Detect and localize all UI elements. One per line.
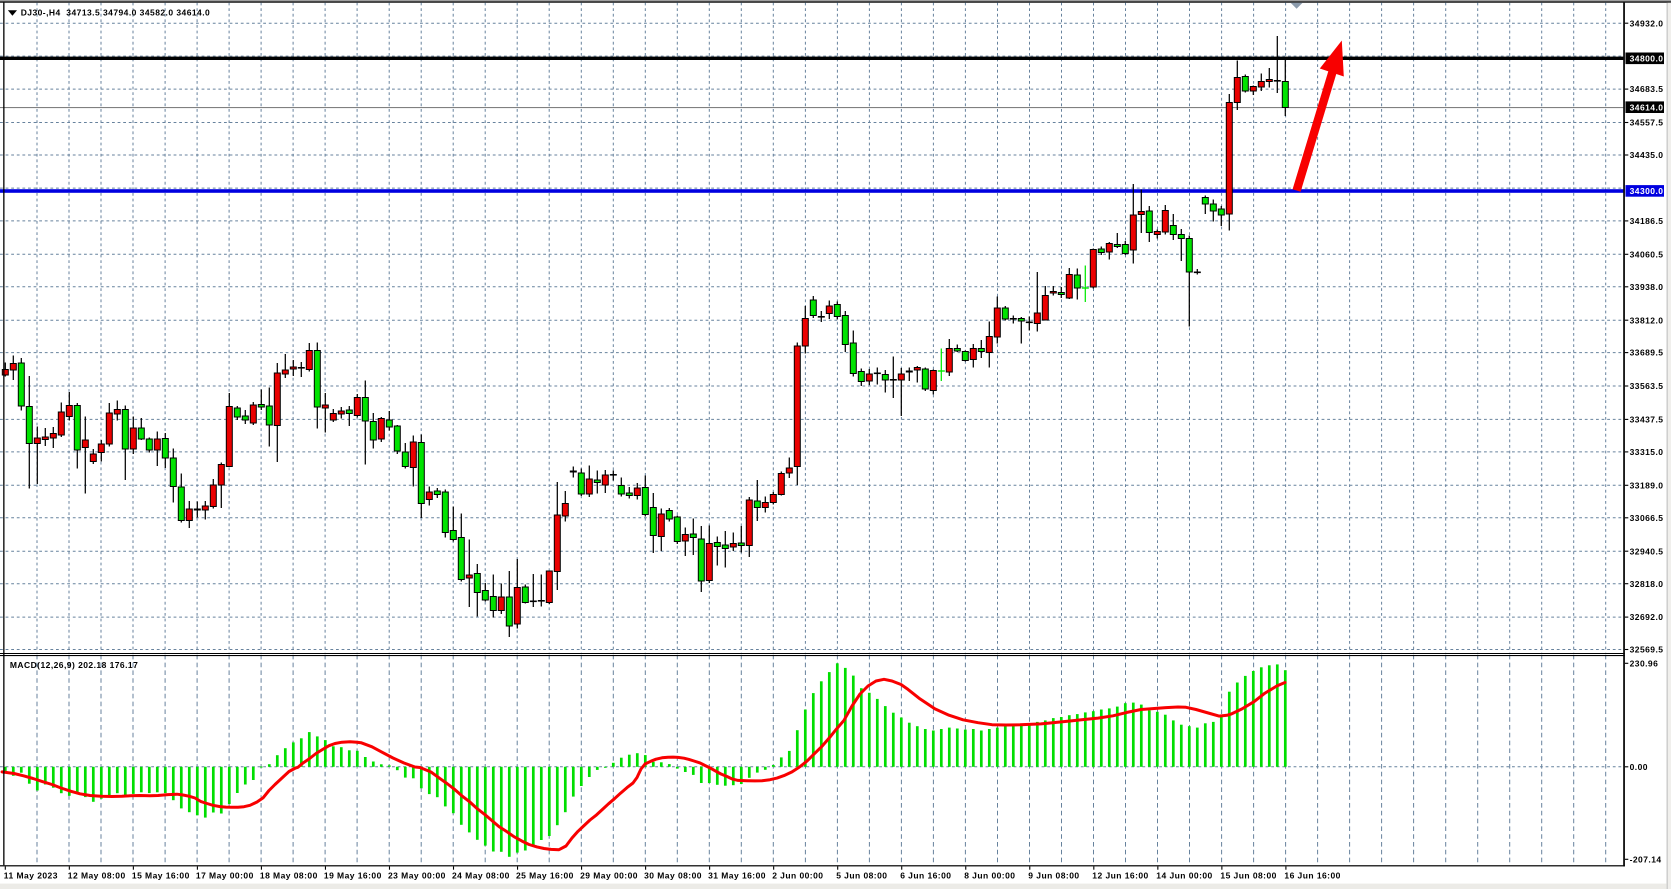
svg-text:34186.5: 34186.5 bbox=[1630, 216, 1664, 226]
svg-text:34557.5: 34557.5 bbox=[1630, 118, 1664, 128]
svg-text:2 Jun 00:00: 2 Jun 00:00 bbox=[772, 871, 823, 881]
svg-text:24 May 08:00: 24 May 08:00 bbox=[452, 871, 510, 881]
svg-text:33315.0: 33315.0 bbox=[1630, 447, 1664, 457]
svg-text:25 May 16:00: 25 May 16:00 bbox=[516, 871, 574, 881]
svg-text:32692.0: 32692.0 bbox=[1630, 612, 1664, 622]
svg-text:9 Jun 08:00: 9 Jun 08:00 bbox=[1028, 871, 1079, 881]
svg-text:29 May 00:00: 29 May 00:00 bbox=[580, 871, 638, 881]
svg-text:0.00: 0.00 bbox=[1630, 762, 1648, 772]
svg-text:33066.5: 33066.5 bbox=[1630, 513, 1664, 523]
svg-text:DJ30-,H4 34713.5 34794.0 3458: DJ30-,H4 34713.5 34794.0 34582.0 34614.0 bbox=[21, 7, 211, 17]
svg-text:34800.0: 34800.0 bbox=[1630, 53, 1664, 63]
svg-text:8 Jun 00:00: 8 Jun 00:00 bbox=[964, 871, 1015, 881]
svg-text:-207.14: -207.14 bbox=[1630, 854, 1662, 864]
svg-text:12 May 08:00: 12 May 08:00 bbox=[68, 871, 126, 881]
svg-text:17 May 00:00: 17 May 00:00 bbox=[196, 871, 254, 881]
svg-text:230.96: 230.96 bbox=[1630, 658, 1659, 668]
svg-text:19 May 16:00: 19 May 16:00 bbox=[324, 871, 382, 881]
svg-text:33437.5: 33437.5 bbox=[1630, 415, 1664, 425]
svg-text:34435.0: 34435.0 bbox=[1630, 150, 1664, 160]
svg-text:12 Jun 16:00: 12 Jun 16:00 bbox=[1092, 871, 1148, 881]
svg-text:34683.5: 34683.5 bbox=[1630, 84, 1664, 94]
svg-text:6 Jun 16:00: 6 Jun 16:00 bbox=[900, 871, 951, 881]
svg-text:32940.5: 32940.5 bbox=[1630, 546, 1664, 556]
svg-text:15 May 16:00: 15 May 16:00 bbox=[132, 871, 190, 881]
svg-text:33563.5: 33563.5 bbox=[1630, 381, 1664, 391]
svg-text:33812.0: 33812.0 bbox=[1630, 315, 1664, 325]
svg-text:15 Jun 08:00: 15 Jun 08:00 bbox=[1220, 871, 1276, 881]
svg-text:23 May 00:00: 23 May 00:00 bbox=[388, 871, 446, 881]
svg-text:32818.0: 32818.0 bbox=[1630, 579, 1664, 589]
svg-text:32569.5: 32569.5 bbox=[1630, 645, 1664, 655]
svg-text:MACD(12,26,9) 202.18 176.17: MACD(12,26,9) 202.18 176.17 bbox=[10, 660, 138, 670]
svg-text:34060.5: 34060.5 bbox=[1630, 249, 1664, 259]
svg-text:34932.0: 34932.0 bbox=[1630, 18, 1664, 28]
svg-text:18 May 08:00: 18 May 08:00 bbox=[260, 871, 318, 881]
svg-text:33938.0: 33938.0 bbox=[1630, 282, 1664, 292]
svg-text:34614.0: 34614.0 bbox=[1630, 102, 1664, 112]
svg-text:14 Jun 00:00: 14 Jun 00:00 bbox=[1156, 871, 1212, 881]
svg-text:33689.5: 33689.5 bbox=[1630, 348, 1664, 358]
svg-text:5 Jun 08:00: 5 Jun 08:00 bbox=[836, 871, 887, 881]
svg-text:11 May 2023: 11 May 2023 bbox=[4, 871, 58, 881]
svg-text:34300.0: 34300.0 bbox=[1630, 186, 1664, 196]
svg-text:30 May 08:00: 30 May 08:00 bbox=[644, 871, 702, 881]
svg-text:33189.0: 33189.0 bbox=[1630, 480, 1664, 490]
svg-text:16 Jun 16:00: 16 Jun 16:00 bbox=[1284, 871, 1340, 881]
svg-text:31 May 16:00: 31 May 16:00 bbox=[708, 871, 766, 881]
